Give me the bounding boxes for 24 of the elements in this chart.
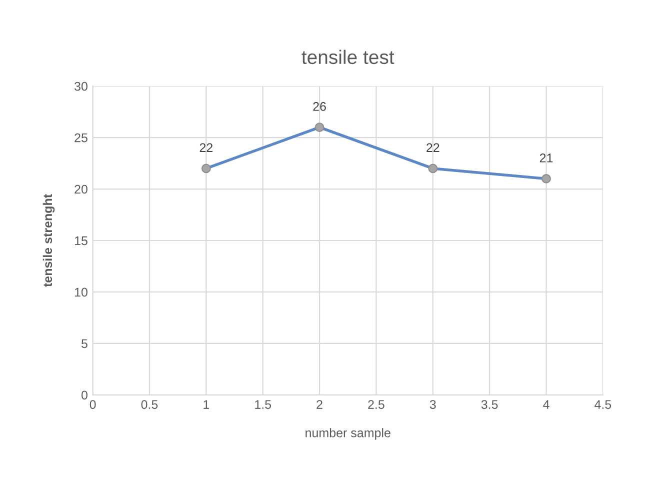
- y-tick-label: 5: [81, 339, 88, 348]
- y-tick-label: 0: [81, 390, 88, 400]
- x-tick-label: 1.5: [255, 400, 272, 409]
- x-axis-title: number sample: [306, 428, 390, 440]
- x-tick-label: 3.5: [481, 400, 498, 409]
- x-tick-label: 0: [90, 400, 96, 409]
- x-tick-label: 2: [316, 400, 322, 409]
- chart-title: tensile test: [302, 50, 394, 64]
- data-label: 22: [426, 143, 440, 152]
- x-tick-label: 3: [430, 400, 436, 409]
- y-tick-label: 25: [74, 133, 88, 142]
- y-axis-title: tensile strenght: [42, 194, 55, 287]
- x-tick-label: 2.5: [368, 400, 384, 409]
- data-label: 21: [540, 154, 553, 162]
- data-label: 22: [200, 143, 212, 152]
- data-label: 26: [313, 102, 326, 111]
- x-tick-label: 4: [543, 400, 550, 409]
- x-tick-label: 4.5: [594, 400, 612, 409]
- y-tick-label: 20: [74, 184, 88, 194]
- y-tick-label: 10: [74, 288, 88, 297]
- y-tick-label: 30: [74, 82, 88, 91]
- y-tick-label: 15: [74, 236, 88, 246]
- x-tick-label: 1: [204, 400, 210, 409]
- x-tick-label: 0.5: [141, 400, 158, 409]
